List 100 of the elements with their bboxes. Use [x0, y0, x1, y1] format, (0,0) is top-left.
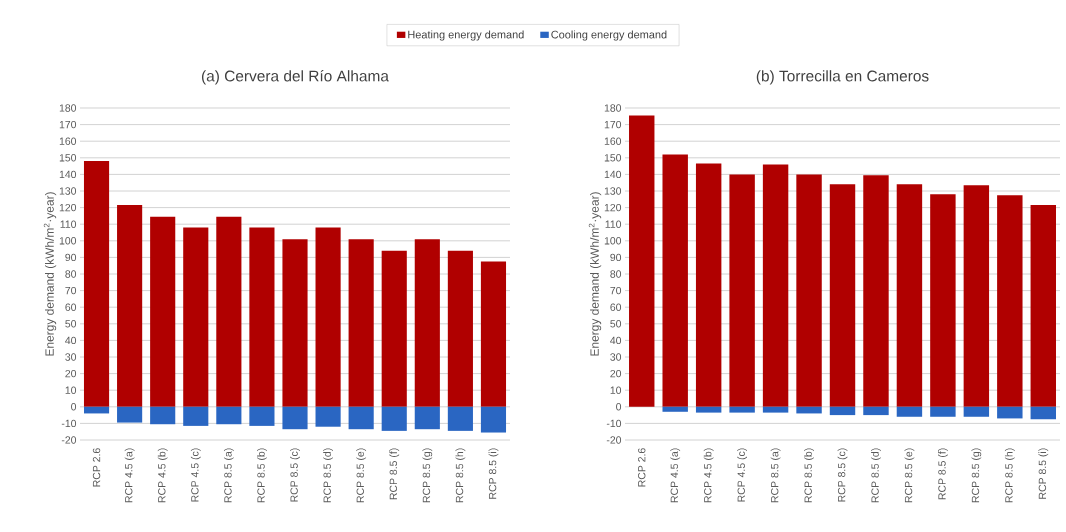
legend-label: Heating energy demand: [408, 30, 524, 41]
x-tick-label: RCP 8.5 (c): [837, 448, 848, 502]
bar: [315, 227, 341, 407]
y-tick-label: 160: [59, 137, 77, 145]
bar: [762, 164, 789, 407]
x-tick-label: RCP 8.5 (b): [804, 448, 814, 503]
y-tick-label: 150: [604, 154, 622, 162]
bar: [282, 406, 308, 430]
bar: [183, 227, 209, 407]
y-axis-title: Energy demand (kWh/m$^{2}$·year): [588, 192, 602, 356]
x-tick-label: RCP 8.5 (e): [356, 448, 367, 503]
x-tick-label: RCP 2.6: [638, 448, 646, 487]
x-tick-label: RCP 8.5 (a): [770, 448, 781, 503]
y-tick-label: 170: [59, 120, 77, 129]
x-tick-label: RCP 8.5 (c): [290, 448, 300, 502]
bar: [762, 406, 789, 413]
bar: [348, 406, 374, 430]
bar: [447, 250, 473, 407]
bar: [896, 184, 923, 407]
x-tick-label: RCP 8.5 (g): [971, 448, 982, 503]
bar: [997, 406, 1023, 419]
y-tick-label: 30: [610, 353, 622, 361]
x-tick-label: RCP 8.5 (h): [1004, 448, 1015, 503]
y-tick-label: 120: [59, 203, 77, 212]
bar: [315, 406, 341, 427]
x-tick-label: RCP 4.5 (c): [737, 448, 747, 502]
x-tick-label: RCP 4.5 (a): [670, 448, 681, 503]
y-tick-label: 0: [71, 403, 77, 411]
y-tick-label: 80: [65, 270, 77, 278]
bar: [150, 216, 176, 407]
y-tick-label: 140: [604, 170, 622, 179]
x-tick-label: RCP 8.5 (g): [422, 448, 433, 503]
bar: [150, 406, 176, 425]
bar: [662, 154, 688, 407]
y-tick-label: 170: [604, 120, 622, 129]
y-tick-label: 40: [65, 336, 77, 345]
x-tick-label: RCP 8.5 (d): [871, 448, 881, 503]
bar: [117, 406, 143, 423]
y-tick-label: -20: [61, 436, 77, 444]
y-tick-label: 20: [65, 369, 77, 378]
bar: [348, 239, 374, 407]
y-tick-label: 100: [59, 237, 77, 245]
y-tick-label: 90: [610, 253, 622, 262]
y-tick-label: 10: [610, 386, 622, 394]
bar: [629, 115, 655, 407]
bar: [963, 406, 990, 417]
bar: [930, 194, 956, 407]
legend-label: Cooling energy demand: [551, 30, 667, 41]
bar: [282, 239, 308, 407]
chart-title: (a) Cervera del Río Alhama: [201, 70, 389, 85]
bar: [796, 174, 822, 407]
bar: [963, 185, 990, 407]
y-tick-label: 30: [65, 353, 77, 361]
x-tick-label: RCP 8.5 (i): [488, 448, 499, 499]
y-tick-label: 90: [65, 253, 77, 262]
y-tick-label: 130: [59, 187, 77, 195]
chart-title: (b) Torrecilla en Cameros: [756, 70, 929, 85]
x-tick-label: RCP 4.5 (c): [190, 448, 201, 502]
x-tick-label: RCP 8.5 (e): [904, 448, 915, 503]
bar: [695, 163, 722, 407]
bar: [829, 406, 856, 416]
y-tick-label: 180: [604, 104, 622, 112]
bar: [83, 161, 110, 407]
y-tick-label: -10: [61, 419, 77, 428]
y-tick-label: 60: [610, 303, 622, 311]
x-tick-label: RCP 8.5 (f): [938, 448, 948, 500]
y-tick-label: 180: [59, 104, 77, 112]
bar: [695, 406, 722, 413]
bar: [480, 406, 507, 433]
x-tick-label: RCP 8.5 (b): [257, 448, 267, 503]
bar: [863, 175, 889, 407]
y-tick-label: 50: [610, 320, 622, 328]
y-tick-label: 110: [60, 220, 77, 228]
x-tick-label: RCP 4.5 (a): [124, 448, 135, 503]
bar: [863, 406, 889, 416]
y-tick-label: 0: [616, 403, 622, 411]
y-tick-label: 70: [65, 286, 77, 295]
bar: [83, 406, 110, 414]
x-tick-label: RCP 4.5 (b): [157, 448, 168, 503]
y-tick-label: 130: [604, 187, 622, 195]
y-tick-label: -10: [606, 419, 622, 428]
bar: [829, 184, 856, 407]
bar: [216, 406, 242, 425]
bar: [930, 406, 956, 417]
bar: [796, 406, 822, 414]
x-tick-label: RCP 8.5 (d): [323, 448, 333, 503]
y-tick-label: 100: [604, 237, 622, 245]
y-tick-label: 150: [59, 154, 77, 162]
x-tick-label: RCP 2.6: [92, 448, 101, 487]
y-tick-label: -20: [606, 436, 622, 444]
bar: [662, 406, 688, 412]
bar: [414, 239, 440, 407]
x-tick-label: RCP 8.5 (a): [223, 448, 234, 503]
y-tick-label: 70: [610, 286, 622, 295]
y-tick-label: 140: [59, 170, 77, 179]
bar: [117, 205, 143, 407]
y-tick-label: 50: [65, 320, 77, 328]
bar: [729, 174, 755, 407]
x-tick-label: RCP 4.5 (b): [703, 448, 714, 503]
y-axis-title: Energy demand (kWh/m$^{2}$·year): [43, 192, 57, 356]
